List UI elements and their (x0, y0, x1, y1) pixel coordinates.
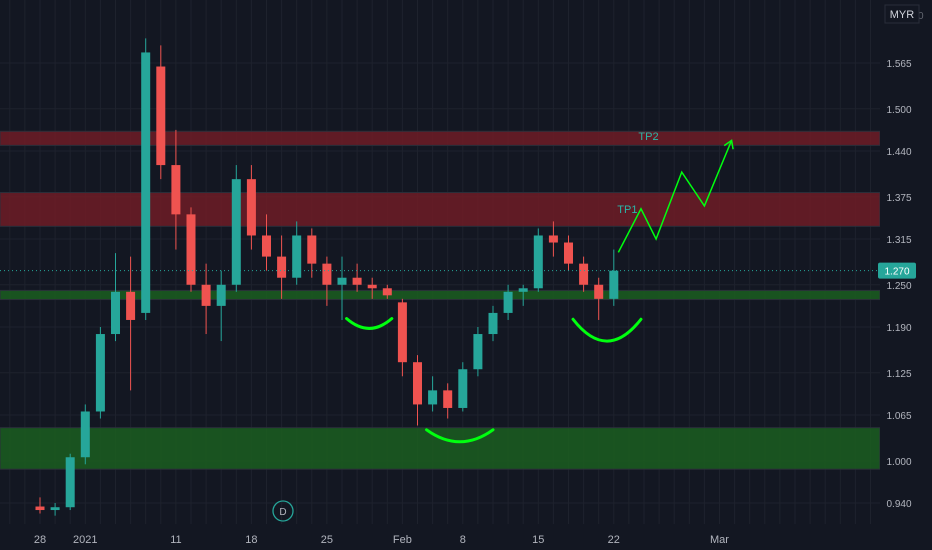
x-tick-label: 2021 (73, 534, 97, 546)
rounded-bottom-curve (425, 428, 495, 444)
candle-body[interactable] (367, 284, 377, 289)
zones (0, 130, 881, 470)
candle-body[interactable] (533, 235, 543, 289)
candle-body[interactable] (65, 457, 75, 508)
candle-body[interactable] (156, 66, 166, 166)
candle-body[interactable] (548, 235, 558, 243)
candle-body[interactable] (246, 179, 256, 236)
candle-body[interactable] (397, 302, 407, 363)
target-label-tp2: TP2 (638, 131, 658, 143)
candle-body[interactable] (518, 288, 528, 292)
current-price-badge (878, 262, 916, 279)
candle-body[interactable] (201, 284, 211, 306)
x-tick-label: 18 (245, 534, 257, 546)
interval-badge[interactable] (272, 500, 294, 522)
target-label-tp1: TP1 (617, 204, 637, 216)
candle-body[interactable] (277, 256, 287, 278)
candle-body[interactable] (95, 334, 105, 412)
y-tick-label: 1.565 (886, 59, 911, 70)
overlay: MYR D (272, 4, 920, 522)
resistance-zone-upper (0, 192, 881, 227)
price-axis: 1.6201.5651.5001.4401.3751.3151.2501.190… (878, 0, 932, 550)
y-tick-label: 1.125 (886, 369, 911, 380)
x-tick-label: 8 (460, 534, 466, 546)
candle-body[interactable] (50, 507, 60, 511)
candle-body[interactable] (443, 390, 453, 408)
candle-body[interactable] (126, 291, 136, 320)
x-tick-label: Feb (393, 534, 412, 546)
y-tick-label: 0.940 (886, 499, 911, 510)
candle-body[interactable] (609, 270, 619, 299)
x-tick-label: Mar (710, 534, 729, 546)
candle-body[interactable] (262, 235, 271, 257)
candle-body[interactable] (564, 242, 573, 264)
candle-body[interactable] (488, 312, 498, 335)
currency-badge (884, 4, 920, 24)
y-tick-label: 1.065 (886, 411, 911, 422)
x-tick-label: 11 (170, 534, 181, 546)
currency-label: MYR (890, 9, 915, 21)
y-tick-label: 1.190 (886, 323, 911, 334)
y-tick-label: 1.500 (886, 105, 911, 116)
candle-body[interactable] (35, 506, 45, 511)
candle-body[interactable] (473, 334, 483, 370)
y-tick-label: 1.315 (886, 235, 911, 246)
x-tick-label: 28 (34, 534, 46, 546)
y-tick-label: 1.000 (886, 457, 911, 468)
x-tick-label: 22 (608, 534, 620, 546)
candle-body[interactable] (292, 235, 302, 278)
y-tick-label: 1.440 (886, 147, 911, 158)
candle-body[interactable] (579, 263, 589, 285)
rounded-bottom-curve (571, 317, 643, 343)
candle-body[interactable] (231, 179, 241, 285)
candle-body[interactable] (111, 291, 120, 335)
candle-body[interactable] (80, 411, 90, 458)
candle-body[interactable] (216, 284, 226, 306)
candle-body[interactable] (382, 288, 392, 296)
resistance-zone-top (0, 130, 881, 146)
y-tick-label: 1.250 (886, 281, 911, 292)
y-tick-label: 1.375 (886, 193, 911, 204)
x-tick-label: 25 (321, 534, 333, 546)
candle-body[interactable] (141, 52, 151, 313)
candle-body[interactable] (186, 214, 196, 285)
candle-body[interactable] (458, 369, 468, 408)
x-tick-label: 15 (532, 534, 544, 546)
candle-body[interactable] (413, 362, 422, 405)
current-price-label: 1.270 (884, 267, 909, 278)
candle-body[interactable] (352, 277, 362, 285)
candle-body[interactable] (171, 165, 181, 215)
candle-body[interactable] (307, 235, 317, 264)
support-zone-lower (0, 427, 881, 470)
projection-path (617, 140, 733, 253)
candle-body[interactable] (594, 284, 604, 299)
candle-body[interactable] (322, 263, 332, 285)
projection-arrowhead (723, 139, 734, 150)
rounded-bottom-curve (345, 317, 394, 330)
candle-body[interactable] (428, 390, 438, 405)
candle-body[interactable] (337, 277, 347, 285)
candles[interactable] (35, 38, 619, 516)
interval-badge-label: D (279, 507, 286, 518)
time-axis: 28 2021 11 18 25 Feb 8 15 22 Mar (34, 534, 729, 546)
candle-body[interactable] (503, 291, 513, 313)
annotations: TP1 TP2 (0, 131, 880, 444)
